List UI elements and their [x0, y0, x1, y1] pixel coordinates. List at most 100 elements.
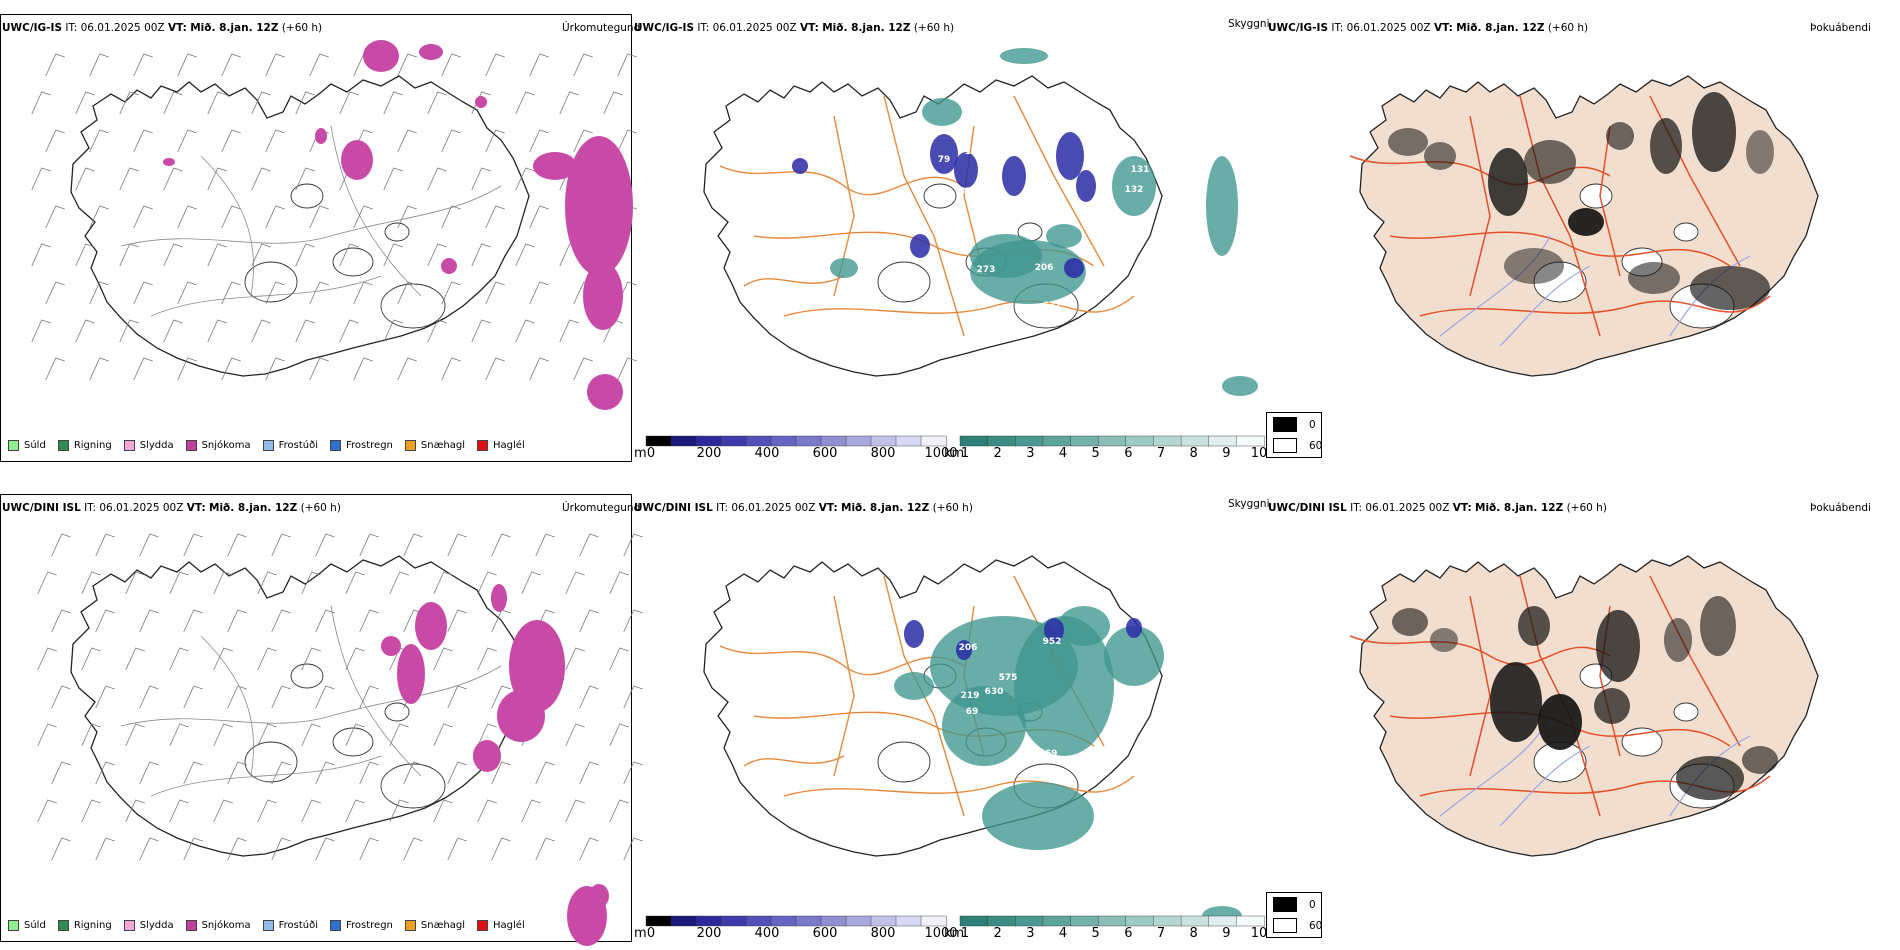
wind-barb	[491, 761, 511, 785]
road-line	[1349, 635, 1611, 666]
wind-barb	[447, 533, 467, 557]
fog-index-area	[1518, 606, 1550, 646]
wind-barb	[573, 53, 593, 77]
wind-barb	[471, 319, 491, 343]
fog-map-2	[1349, 555, 1819, 857]
fog-index-area	[1488, 148, 1528, 216]
wind-barb	[623, 533, 643, 557]
colorbar-bin	[920, 435, 947, 447]
wind-barb	[353, 357, 373, 381]
cloud-base-area	[1076, 170, 1096, 202]
snow-area	[415, 602, 447, 650]
map-layer	[31, 40, 637, 410]
legend-swatch	[404, 920, 416, 931]
legend-item: Frostúði	[262, 440, 318, 451]
wind-barb	[45, 129, 65, 153]
fog-legend-2: 0 60	[1266, 892, 1322, 938]
snow-area	[341, 140, 373, 180]
legend-swatch	[57, 440, 69, 451]
legend-swatch	[330, 440, 341, 451]
colorbar-tick-label: 9	[1222, 926, 1231, 941]
colorbar-tick-label: 3	[1026, 446, 1035, 461]
cloud-base-label: 131	[1131, 165, 1150, 175]
wind-barb	[339, 319, 359, 343]
road-line	[200, 155, 254, 297]
wind-barb	[383, 319, 403, 343]
wind-barb	[119, 91, 139, 115]
wind-barb	[389, 723, 409, 747]
wind-barb	[295, 243, 315, 267]
legend-item: Snæhagl	[404, 920, 465, 931]
wind-barb	[403, 761, 423, 785]
wind-barb	[359, 837, 379, 861]
wind-barb	[359, 609, 379, 633]
wind-barb	[295, 167, 315, 191]
wind-barb	[163, 319, 183, 343]
cloud-base-label: 87	[776, 193, 789, 203]
cloud-base-area	[904, 620, 924, 648]
iceland-coastline	[70, 555, 530, 857]
colorbar-bin	[959, 915, 989, 927]
colorbar-bin	[720, 915, 747, 927]
colorbar-bin	[745, 435, 772, 447]
wind-barb	[221, 357, 241, 381]
legend-swatch	[185, 920, 197, 931]
wind-barb	[95, 685, 115, 709]
wind-barb	[433, 723, 453, 747]
fog-legend-swatch	[1273, 918, 1297, 933]
vt-label: VT:	[818, 502, 838, 514]
snow-area	[163, 158, 175, 166]
wind-barb	[139, 685, 159, 709]
cloud-base-label: 27	[1108, 217, 1121, 227]
fog-legend-1: 0 60	[1266, 412, 1322, 458]
road-line	[1013, 95, 1105, 267]
wind-barb	[81, 799, 101, 823]
visibility-area	[922, 98, 962, 126]
wind-barb	[183, 761, 203, 785]
colorbar-bin	[895, 915, 922, 927]
wind-barb	[477, 799, 497, 823]
river-line	[1499, 265, 1591, 347]
colorbar-bin	[987, 915, 1016, 927]
wind-barb	[271, 609, 291, 633]
wind-barb	[133, 129, 153, 153]
fog-index-area	[1596, 610, 1640, 682]
colorbar-bin	[1153, 435, 1182, 447]
colorbar-bin	[820, 435, 847, 447]
lead-time: (+60 h)	[1547, 22, 1589, 34]
wind-barb	[427, 167, 447, 191]
wind-barb	[271, 533, 291, 557]
wind-barb	[139, 837, 159, 861]
vt-label: VT:	[167, 22, 187, 34]
wind-barb	[257, 571, 277, 595]
wind-barb	[491, 837, 511, 861]
it-value: 06.01.2025 00Z	[99, 502, 184, 514]
wind-barb	[227, 761, 247, 785]
colorbar-bin	[1097, 435, 1127, 447]
fog-legend-row: 0	[1273, 417, 1316, 432]
colorbar-bin	[795, 915, 822, 927]
wind-barb	[345, 571, 365, 595]
wind-barb	[609, 571, 629, 595]
it-value: 06.01.2025 00Z	[731, 502, 816, 514]
legend-label: Frostregn	[346, 440, 393, 451]
wind-barb	[81, 723, 101, 747]
wind-barb	[397, 53, 417, 77]
wind-barb	[177, 53, 197, 77]
lead-time: (+60 h)	[281, 22, 323, 34]
colorbar-tick-label: 1	[960, 926, 970, 941]
legend-label: Frostregn	[346, 920, 393, 931]
snow-area	[441, 258, 457, 274]
wind-barb	[119, 243, 139, 267]
wind-barb	[353, 281, 373, 305]
colorbar-tick-label: 1	[960, 446, 970, 461]
colorbar-tick-label: 8	[1189, 446, 1198, 461]
wind-barb	[139, 761, 159, 785]
precip-map-1	[31, 40, 637, 410]
colorbar-tick-label: 3	[1026, 926, 1035, 941]
wind-barb	[389, 571, 409, 595]
snow-area	[565, 136, 633, 276]
wind-barb	[37, 647, 57, 671]
cloud-base-label: 637	[1043, 301, 1062, 311]
it-label: IT:	[697, 22, 710, 34]
